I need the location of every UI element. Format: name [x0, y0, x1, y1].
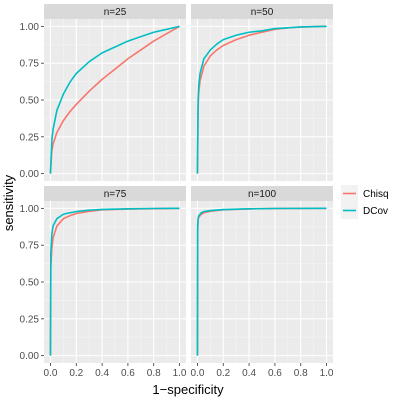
facet-panels: n=25 0.00 0.25 0.50 0.75 1.00 n=50 n=75 0.00 0.25…: [20, 4, 334, 379]
facet-strip: [44, 186, 186, 201]
y-tick-label: 0.75: [20, 241, 40, 252]
y-tick-label: 1.00: [20, 22, 40, 33]
x-tick-label: 0.6: [268, 368, 282, 379]
facet-strip-label: n=100: [248, 189, 277, 200]
y-tick-label: 0.00: [20, 169, 40, 180]
legend-item-chisq: Chisq: [341, 185, 389, 202]
legend-item-dcov: DCov: [341, 202, 388, 219]
legend: Chisq DCov: [341, 185, 389, 219]
roc-line-dcov: [49, 25, 180, 174]
y-tick-label: 0.25: [20, 314, 40, 325]
panel-n=75: n=75 0.00 0.25 0.50 0.75 1.00 0.0 0.2 0.4 0.6 0.8 1…: [20, 186, 187, 379]
facet-strip: [191, 4, 333, 19]
roc-line-dcov: [49, 207, 180, 356]
x-tick-label: 0.6: [121, 368, 135, 379]
x-tick-label: 0.0: [191, 368, 205, 379]
panel-n=25: n=25 0.00 0.25 0.50 0.75 1.00: [20, 4, 186, 181]
x-tick-label: 0.2: [69, 368, 83, 379]
facet-strip-label: n=25: [104, 7, 127, 18]
roc-line-dcov: [196, 207, 327, 356]
y-tick-label: 0.75: [20, 59, 40, 70]
roc-line-dcov: [196, 25, 327, 174]
legend-label: DCov: [363, 206, 388, 217]
x-tick-label: 0.4: [242, 368, 256, 379]
facet-strip: [44, 4, 186, 19]
x-tick-label: 0.8: [147, 368, 161, 379]
y-tick-label: 1.00: [20, 204, 40, 215]
legend-label: Chisq: [363, 189, 389, 200]
y-axis-title: sensitivity: [1, 174, 16, 231]
x-tick-label: 1.0: [320, 368, 334, 379]
x-axis-title: 1−specificity: [152, 382, 224, 397]
roc-line-chisq: [49, 25, 180, 174]
x-tick-label: 0.2: [216, 368, 230, 379]
facet-strip-label: n=50: [251, 7, 274, 18]
facet-strip: [191, 186, 333, 201]
x-tick-label: 0.4: [95, 368, 109, 379]
x-tick-label: 0.8: [294, 368, 308, 379]
panel-n=50: n=50: [191, 4, 333, 181]
y-tick-label: 0.50: [20, 278, 40, 289]
y-tick-label: 0.25: [20, 132, 40, 143]
x-tick-label: 0.0: [44, 368, 58, 379]
panel-n=100: n=100 0.0 0.2 0.4 0.6 0.8 1.0: [191, 186, 334, 379]
y-tick-label: 0.50: [20, 96, 40, 107]
x-tick-label: 1.0: [173, 368, 187, 379]
y-tick-label: 0.00: [20, 351, 40, 362]
facet-strip-label: n=75: [104, 189, 127, 200]
